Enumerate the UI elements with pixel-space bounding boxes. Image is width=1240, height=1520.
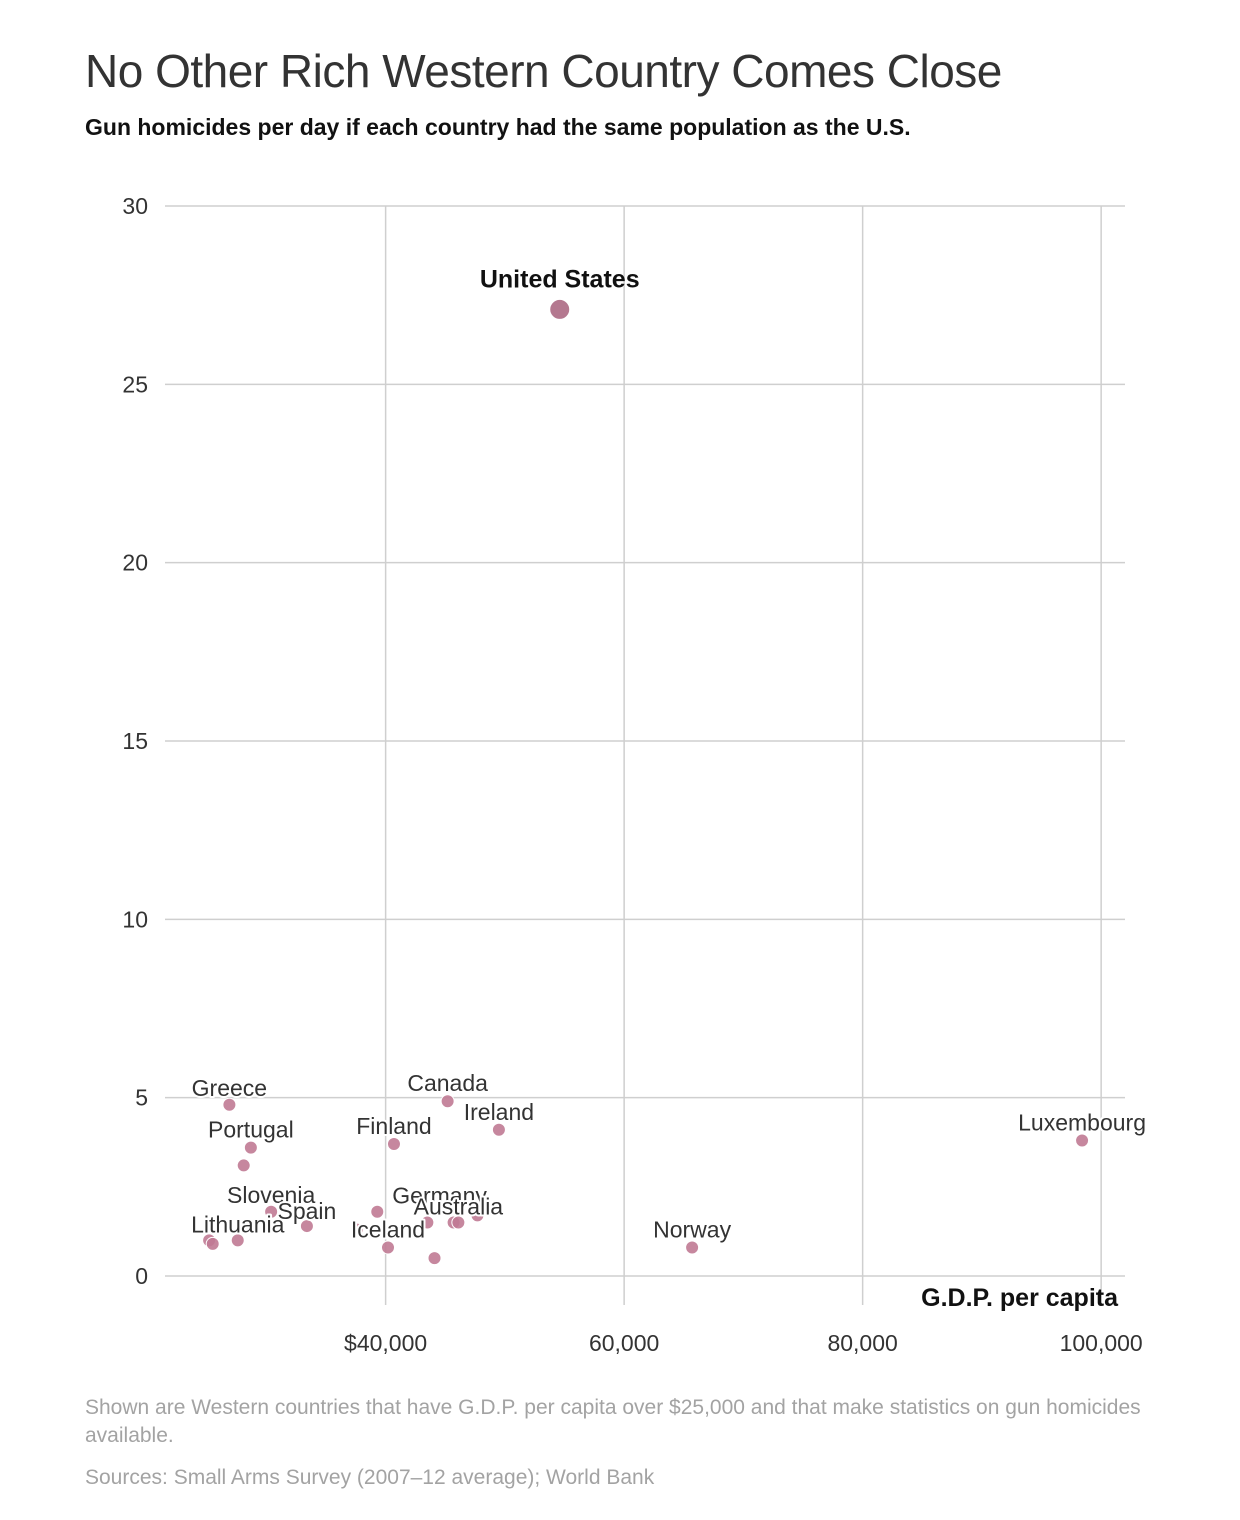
data-point — [451, 1215, 466, 1230]
data-point — [350, 1222, 364, 1237]
point-label: Greece — [192, 1075, 267, 1101]
data-point — [205, 1236, 220, 1251]
point-label: Slovenia — [227, 1182, 315, 1208]
chart-note: Shown are Western countries that have G.… — [85, 1396, 1141, 1447]
chart-title: No Other Rich Western Country Comes Clos… — [85, 45, 1002, 97]
data-point — [1075, 1133, 1090, 1148]
data-point — [685, 1240, 700, 1255]
x-tick-label: $40,000 — [344, 1330, 427, 1356]
y-tick-label: 0 — [135, 1263, 148, 1289]
data-point — [427, 1251, 442, 1266]
point-label: Norway — [653, 1216, 731, 1242]
y-tick-label: 30 — [122, 193, 148, 219]
point-label: Germany — [392, 1183, 487, 1209]
x-axis-title: G.D.P. per capita — [921, 1284, 1119, 1312]
data-point — [230, 1233, 245, 1248]
y-tick-label: 25 — [122, 371, 148, 397]
point-label: Lithuania — [191, 1211, 285, 1237]
data-point — [236, 1158, 251, 1173]
data-point — [299, 1219, 314, 1234]
data-point — [370, 1204, 385, 1219]
point-label: Finland — [356, 1113, 431, 1139]
point-label: Canada — [407, 1070, 488, 1096]
data-point — [549, 298, 571, 320]
x-tick-label: 60,000 — [589, 1330, 659, 1356]
y-tick-label: 20 — [122, 550, 148, 576]
chart-source: Sources: Small Arms Survey (2007–12 aver… — [85, 1466, 655, 1489]
point-label: Portugal — [208, 1117, 294, 1143]
point-label: Australia — [414, 1194, 504, 1220]
y-tick-label: 5 — [135, 1085, 148, 1111]
data-point — [381, 1240, 396, 1255]
x-tick-label: 100,000 — [1060, 1330, 1143, 1356]
x-tick-label: 80,000 — [827, 1330, 897, 1356]
y-tick-label: 15 — [122, 728, 148, 754]
point-label: United States — [480, 265, 640, 293]
y-tick-label: 10 — [122, 906, 148, 932]
point-label: Spain — [277, 1198, 336, 1224]
data-point — [420, 1215, 435, 1230]
data-point — [243, 1140, 258, 1155]
data-point — [491, 1122, 506, 1137]
point-label: Iceland — [351, 1216, 425, 1242]
point-label: Ireland — [464, 1099, 534, 1125]
data-point — [386, 1137, 401, 1152]
chart-subtitle: Gun homicides per day if each country ha… — [85, 114, 911, 140]
data-point — [470, 1208, 485, 1223]
data-point — [222, 1097, 237, 1112]
data-point — [440, 1094, 455, 1109]
point-label: Luxembourg — [1018, 1109, 1146, 1135]
data-point — [264, 1204, 279, 1219]
